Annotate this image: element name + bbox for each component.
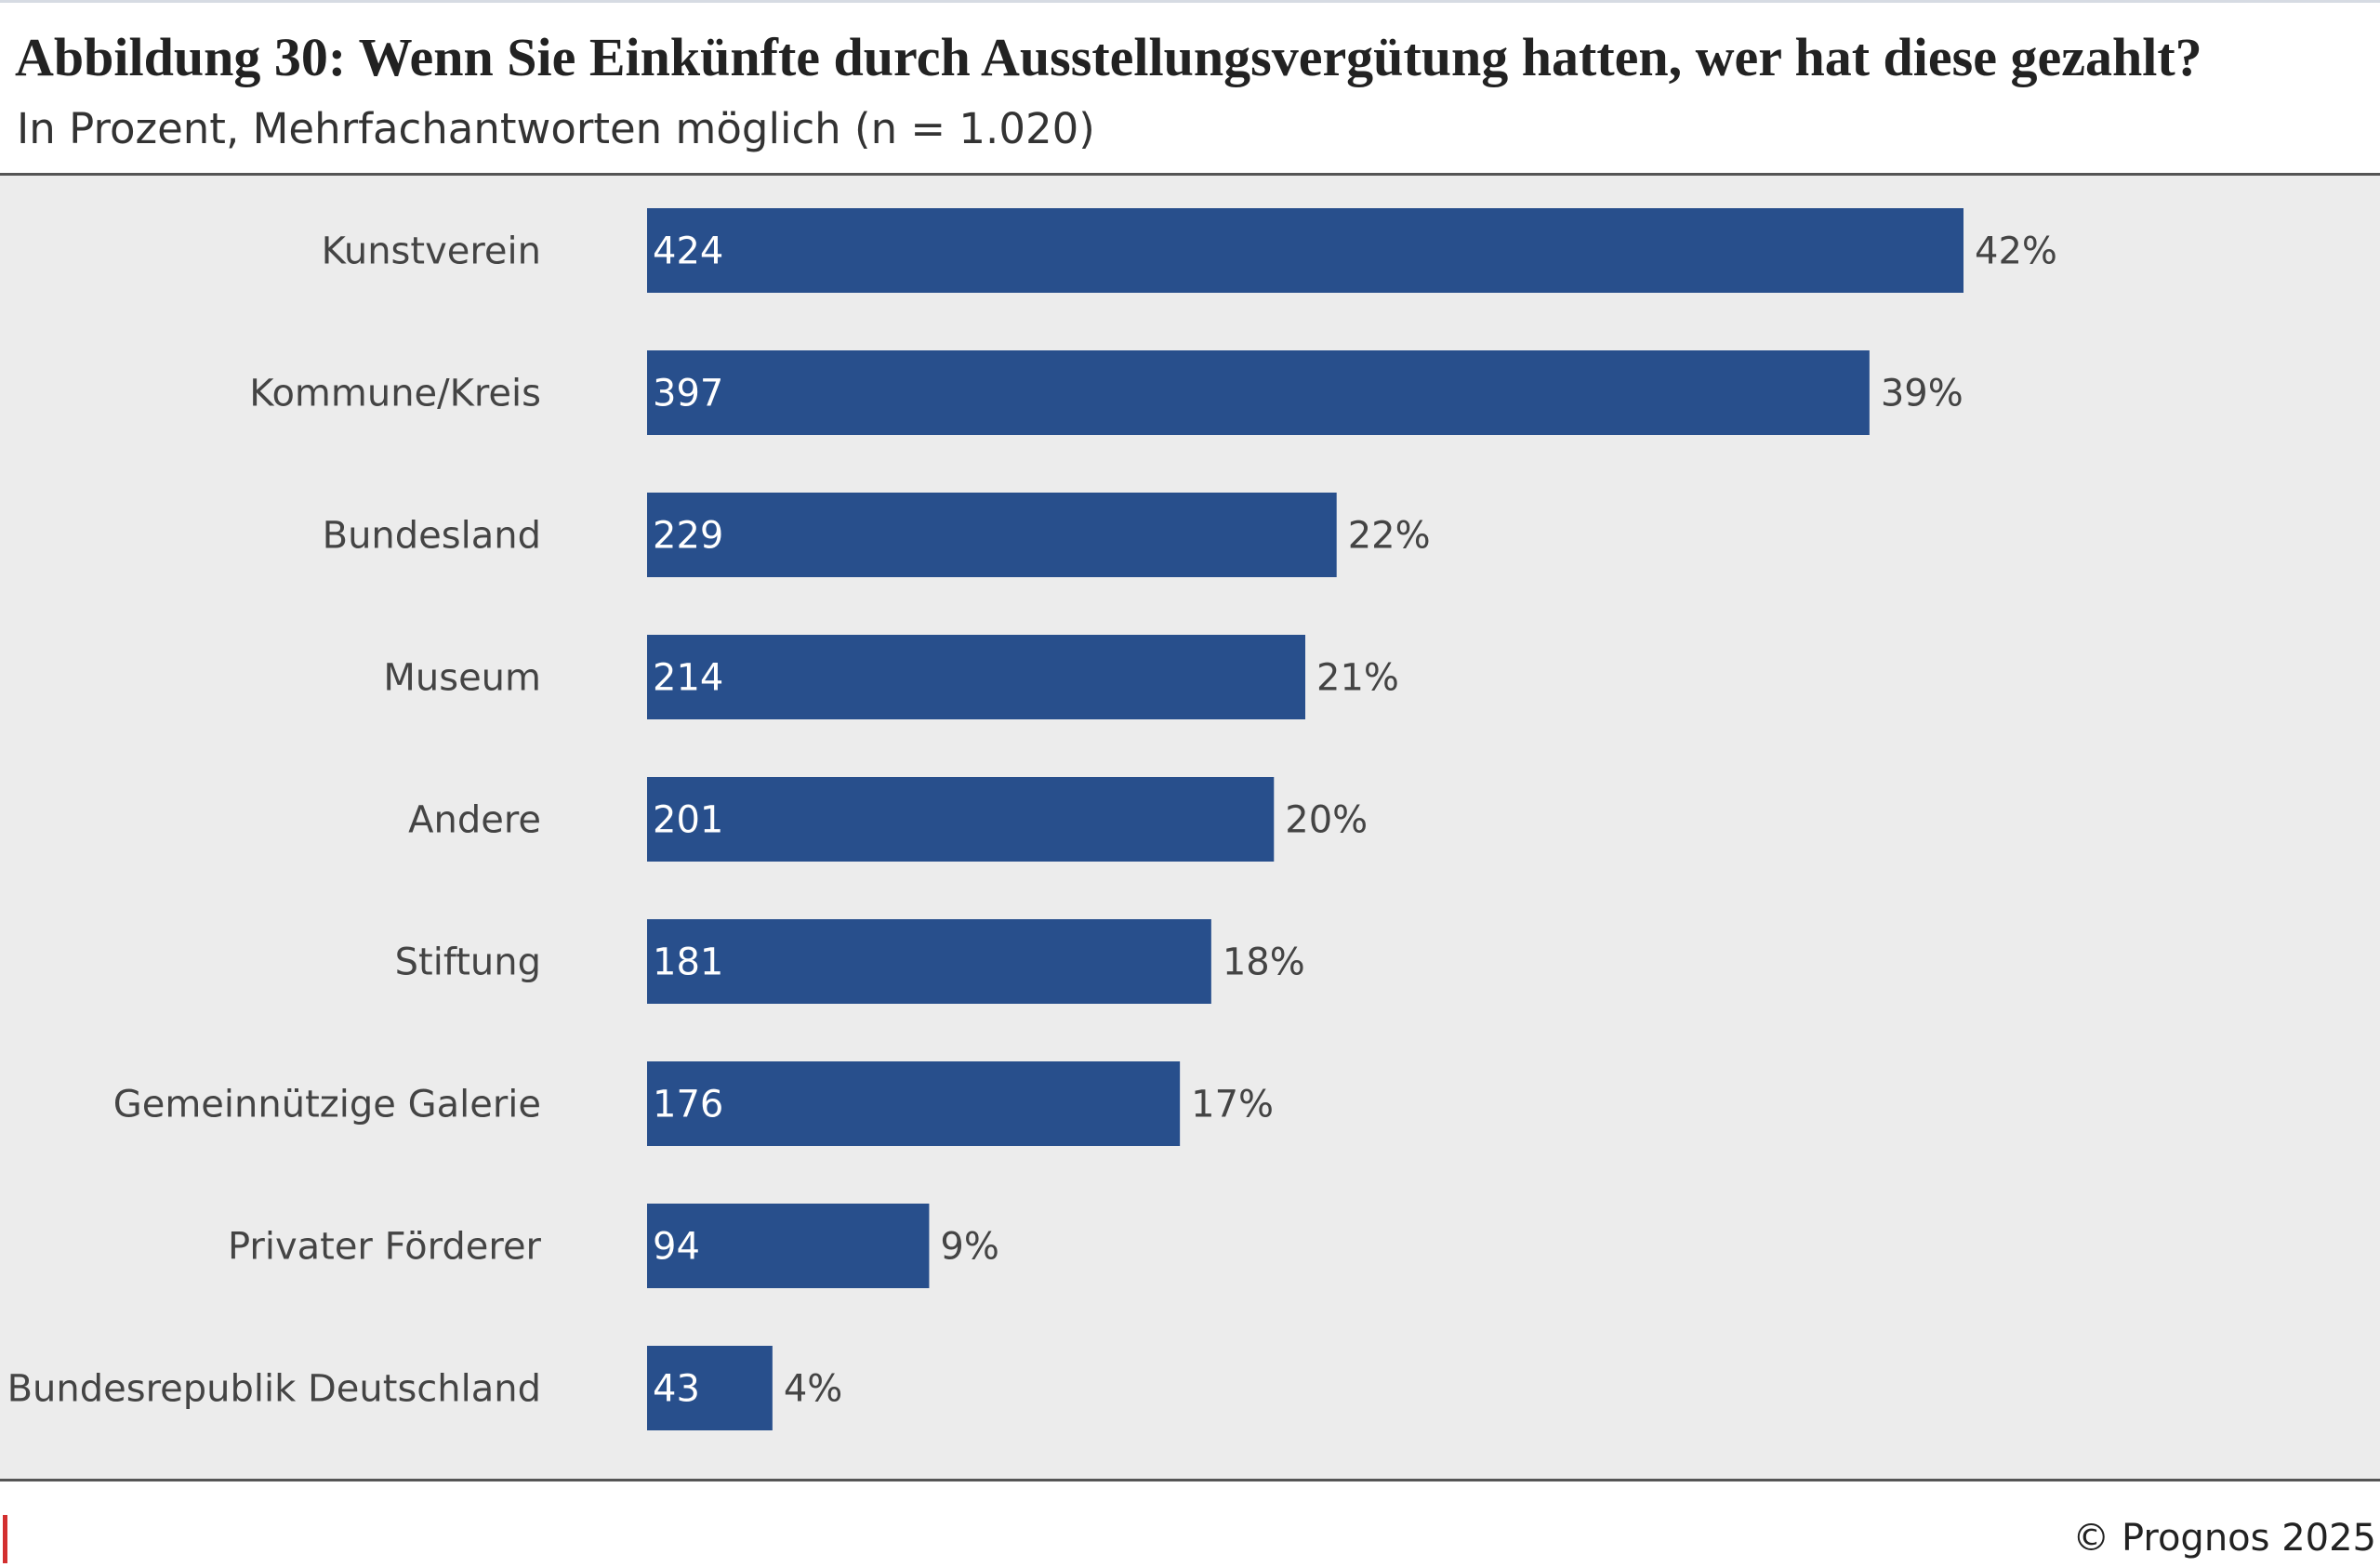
percent-label: 18% <box>1223 942 1305 984</box>
percent-label: 42% <box>1975 230 2057 273</box>
percent-label: 4% <box>784 1368 842 1411</box>
copyright-footer: © Prognos 2025 <box>2072 1517 2376 1560</box>
bar-0 <box>647 208 1964 293</box>
plot-top-rule <box>0 173 2380 176</box>
bar-6 <box>647 1061 1181 1146</box>
plot-bottom-rule <box>0 1479 2380 1481</box>
category-label: Privater Förderer <box>228 1226 542 1269</box>
count-label: 397 <box>653 373 723 415</box>
percent-label: 21% <box>1316 657 1399 700</box>
percent-label: 17% <box>1191 1084 1274 1126</box>
bar-5 <box>647 919 1211 1004</box>
chart-subtitle: In Prozent, Mehrfachantworten möglich (n… <box>17 104 1095 153</box>
count-label: 43 <box>653 1368 700 1411</box>
bar-4 <box>647 777 1275 862</box>
bar-7 <box>647 1204 930 1288</box>
count-label: 214 <box>653 657 723 700</box>
count-label: 424 <box>653 230 723 273</box>
bar-chart: Kunstverein 424 42% Kommune/Kreis 397 39% Bund… <box>7 208 2057 1430</box>
category-label: Kunstverein <box>322 230 541 273</box>
count-label: 94 <box>653 1226 700 1269</box>
category-label: Gemeinnützige Galerie <box>113 1084 541 1126</box>
count-label: 176 <box>653 1084 723 1126</box>
bar-8 <box>647 1346 773 1430</box>
bar-3 <box>647 635 1305 719</box>
category-label: Museum <box>383 657 541 700</box>
category-label: Bundesland <box>323 515 541 558</box>
top-border <box>0 0 2380 3</box>
category-label: Stiftung <box>395 942 541 984</box>
category-label: Andere <box>408 799 541 842</box>
percent-label: 39% <box>1881 373 1964 415</box>
category-label: Bundesrepublik Deutschland <box>7 1368 541 1411</box>
count-label: 229 <box>653 515 723 558</box>
bar-2 <box>647 493 1337 577</box>
bar-1 <box>647 350 1870 435</box>
percent-label: 20% <box>1285 799 1368 842</box>
count-label: 201 <box>653 799 723 842</box>
percent-label: 22% <box>1348 515 1431 558</box>
count-label: 181 <box>653 942 723 984</box>
percent-label: 9% <box>940 1226 998 1269</box>
chart-title: Abbildung 30: Wenn Sie Einkünfte durch A… <box>15 27 2202 87</box>
category-label: Kommune/Kreis <box>249 373 541 415</box>
brand-accent-mark <box>3 1515 7 1563</box>
